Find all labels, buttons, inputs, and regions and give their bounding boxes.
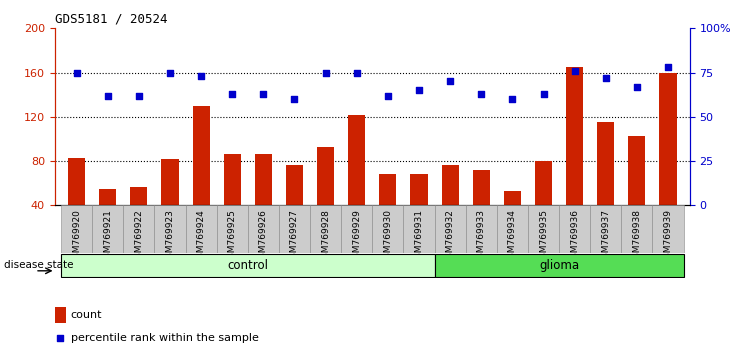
Point (538, 91, 550, 97)
Text: GSM769925: GSM769925 (228, 209, 237, 264)
Text: GSM769935: GSM769935 (539, 209, 548, 264)
FancyBboxPatch shape (341, 205, 372, 253)
Bar (473, 170, 490, 250)
Text: GSM769938: GSM769938 (632, 209, 642, 264)
Text: disease state: disease state (4, 261, 73, 270)
FancyBboxPatch shape (404, 205, 434, 253)
FancyBboxPatch shape (528, 205, 559, 253)
Bar (68, 158, 85, 250)
Text: GSM769933: GSM769933 (477, 209, 485, 264)
Text: GSM769921: GSM769921 (103, 209, 112, 264)
Text: GSM769939: GSM769939 (664, 209, 672, 264)
Bar (286, 166, 303, 250)
Text: GSM769936: GSM769936 (570, 209, 579, 264)
FancyBboxPatch shape (497, 205, 528, 253)
Text: GDS5181 / 20524: GDS5181 / 20524 (55, 13, 167, 26)
FancyBboxPatch shape (61, 205, 92, 253)
Point (55, 335, 66, 341)
Bar (55, 307, 66, 323)
Text: control: control (227, 259, 268, 272)
Point (195, 73, 207, 79)
Point (351, 70, 363, 75)
Text: GSM769924: GSM769924 (196, 209, 206, 264)
FancyBboxPatch shape (217, 205, 247, 253)
FancyBboxPatch shape (154, 205, 185, 253)
Point (320, 70, 331, 75)
Bar (535, 161, 552, 250)
Bar (566, 67, 583, 250)
FancyBboxPatch shape (123, 205, 154, 253)
Bar (255, 154, 272, 250)
FancyBboxPatch shape (434, 205, 466, 253)
Point (662, 64, 674, 70)
Bar (597, 122, 615, 250)
Bar (410, 175, 428, 250)
FancyBboxPatch shape (279, 205, 310, 253)
Text: GSM769922: GSM769922 (134, 209, 143, 264)
Bar (629, 136, 645, 250)
Point (288, 96, 300, 102)
FancyBboxPatch shape (621, 205, 653, 253)
Text: GSM769934: GSM769934 (508, 209, 517, 264)
FancyBboxPatch shape (310, 205, 341, 253)
Point (164, 70, 176, 75)
Text: GSM769920: GSM769920 (72, 209, 81, 264)
Point (226, 91, 238, 97)
Point (413, 87, 425, 93)
Text: GSM769927: GSM769927 (290, 209, 299, 264)
Point (71, 70, 82, 75)
Text: GSM769928: GSM769928 (321, 209, 330, 264)
Bar (380, 175, 396, 250)
Text: GSM769923: GSM769923 (166, 209, 174, 264)
FancyBboxPatch shape (61, 254, 434, 277)
Text: GSM769930: GSM769930 (383, 209, 392, 264)
Bar (442, 166, 458, 250)
FancyBboxPatch shape (434, 254, 683, 277)
Bar (161, 159, 179, 250)
Bar (130, 187, 147, 250)
FancyBboxPatch shape (591, 205, 621, 253)
Text: percentile rank within the sample: percentile rank within the sample (71, 333, 258, 343)
Point (569, 68, 580, 74)
Point (445, 79, 456, 84)
Point (382, 93, 393, 98)
Point (600, 75, 612, 81)
Bar (193, 106, 210, 250)
Text: glioma: glioma (539, 259, 579, 272)
FancyBboxPatch shape (372, 205, 404, 253)
Bar (99, 189, 116, 250)
Text: GSM769926: GSM769926 (259, 209, 268, 264)
Bar (317, 147, 334, 250)
Text: GSM769929: GSM769929 (353, 209, 361, 264)
FancyBboxPatch shape (653, 205, 683, 253)
Text: GSM769937: GSM769937 (602, 209, 610, 264)
Point (258, 91, 269, 97)
Point (507, 96, 518, 102)
Bar (659, 73, 677, 250)
Point (475, 91, 487, 97)
Text: GSM769931: GSM769931 (415, 209, 423, 264)
FancyBboxPatch shape (559, 205, 591, 253)
Text: GSM769932: GSM769932 (445, 209, 455, 264)
Bar (223, 154, 241, 250)
Bar (504, 191, 521, 250)
FancyBboxPatch shape (92, 205, 123, 253)
Point (631, 84, 642, 90)
FancyBboxPatch shape (247, 205, 279, 253)
Point (133, 93, 145, 98)
FancyBboxPatch shape (185, 205, 217, 253)
FancyBboxPatch shape (466, 205, 497, 253)
Bar (348, 115, 365, 250)
Text: count: count (71, 310, 102, 320)
Point (102, 93, 114, 98)
